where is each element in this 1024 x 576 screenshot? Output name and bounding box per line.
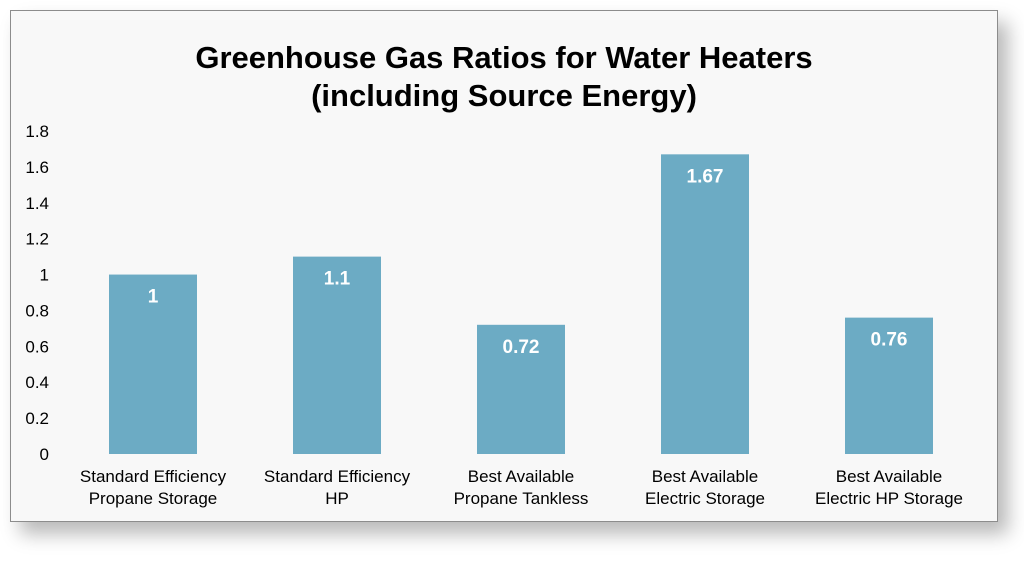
data-label: 0.72 xyxy=(503,337,540,358)
data-label: 1.67 xyxy=(687,166,724,187)
bar xyxy=(661,154,749,455)
data-label: 0.76 xyxy=(871,330,908,351)
x-category-label: Propane Tankless xyxy=(454,489,589,508)
x-category-label: HP xyxy=(325,489,349,508)
chart-title-line-1: Greenhouse Gas Ratios for Water Heaters xyxy=(195,40,813,75)
x-category-label: Propane Storage xyxy=(89,489,218,508)
y-tick-label: 1.2 xyxy=(25,230,49,249)
x-category-label: Best Available xyxy=(652,467,758,486)
data-label: 1.1 xyxy=(324,269,351,290)
y-tick-label: 1.8 xyxy=(25,122,49,141)
y-tick-label: 1.6 xyxy=(25,158,49,177)
chart-title-line-2: (including Source Energy) xyxy=(311,78,697,113)
x-category-label: Electric HP Storage xyxy=(815,489,963,508)
bar xyxy=(477,324,565,454)
y-tick-label: 0.2 xyxy=(25,409,49,428)
x-category-label: Best Available xyxy=(468,467,574,486)
y-tick-label: 0.6 xyxy=(25,337,49,356)
x-category-label: Standard Efficiency xyxy=(80,467,227,486)
y-tick-label: 1.4 xyxy=(25,194,49,213)
y-tick-label: 0 xyxy=(40,445,49,464)
bar xyxy=(293,256,381,454)
x-category-label: Electric Storage xyxy=(645,489,765,508)
chart-frame: Greenhouse Gas Ratios for Water Heaters … xyxy=(10,10,998,522)
bar xyxy=(845,317,933,454)
y-tick-label: 1 xyxy=(40,266,49,285)
y-tick-label: 0.8 xyxy=(25,301,49,320)
x-category-label: Best Available xyxy=(836,467,942,486)
y-tick-label: 0.4 xyxy=(25,373,49,392)
bar-chart: 0 0.2 0.4 0.6 0.8 1 1.2 1.4 1.6 1.8 1 Standard Effi… xyxy=(25,122,963,508)
data-label: 1 xyxy=(148,287,159,308)
bar xyxy=(109,274,197,454)
x-category-label: Standard Efficiency xyxy=(264,467,411,486)
chart-title: Greenhouse Gas Ratios for Water Heaters … xyxy=(11,39,997,115)
